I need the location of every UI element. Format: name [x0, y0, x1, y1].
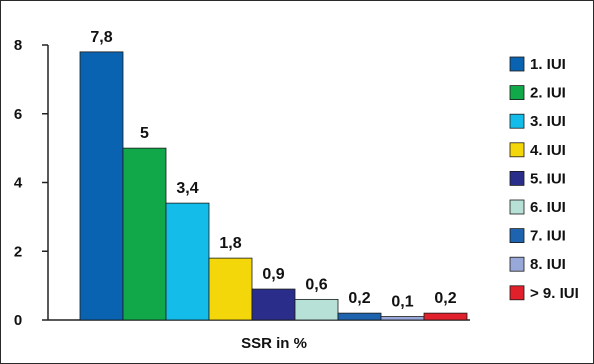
bar-value-label: 7,8: [90, 29, 112, 46]
bar: [208, 257, 253, 321]
x-axis-title: SSR in %: [241, 335, 307, 352]
legend-label: 1. IUI: [530, 56, 566, 73]
y-tick-label: 6: [14, 106, 22, 123]
legend-label: 5. IUI: [530, 170, 566, 187]
y-tick-label: 2: [14, 243, 22, 260]
bar: [423, 312, 468, 321]
legend-swatch: [509, 113, 525, 129]
bar: [337, 312, 382, 321]
legend-label: 8. IUI: [530, 256, 566, 273]
legend-label: 7. IUI: [530, 228, 566, 245]
legend-swatch: [509, 170, 525, 186]
y-tick-label: 8: [14, 37, 22, 54]
bar-value-label: 1,8: [219, 235, 241, 252]
legend-swatch: [509, 285, 525, 301]
bar: [380, 316, 425, 321]
y-axis-ticks: 0 2 4 6 8: [14, 37, 48, 329]
bar: [251, 288, 296, 321]
legend-swatch: [509, 85, 525, 100]
bar-value-label: 5: [140, 125, 149, 142]
bar: [165, 202, 210, 321]
bar-value-label: 3,4: [176, 180, 198, 197]
value-labels-group: 7,8 5 3,4 1,8 0,9 0,6 0,2 0,1 0,2: [90, 29, 456, 311]
bars-group: [79, 51, 468, 321]
bar-value-label: 0,9: [262, 266, 284, 283]
legend-label: 3. IUI: [530, 113, 566, 130]
bar-value-label: 0,1: [391, 294, 413, 311]
legend-swatch: [509, 56, 525, 72]
y-tick-label: 4: [14, 175, 23, 192]
legend: 1. IUI 2. IUI 3. IUI 4. IUI 5. IUI 6. IUI 7. I…: [509, 56, 579, 302]
legend-label: > 9. IUI: [530, 285, 579, 302]
legend-label: 2. IUI: [530, 85, 566, 102]
y-tick-label: 0: [14, 312, 22, 329]
legend-label: 6. IUI: [530, 199, 566, 216]
bar: [294, 298, 339, 321]
legend-label: 4. IUI: [530, 142, 566, 159]
bar: [79, 51, 124, 321]
bar-value-label: 0,2: [434, 290, 456, 307]
bar-value-label: 0,2: [348, 290, 370, 307]
legend-swatch: [509, 256, 525, 272]
legend-swatch: [509, 142, 525, 158]
bar: [122, 147, 167, 321]
bar-value-label: 0,6: [305, 276, 327, 293]
legend-swatch: [509, 228, 525, 244]
legend-swatch: [509, 199, 525, 215]
